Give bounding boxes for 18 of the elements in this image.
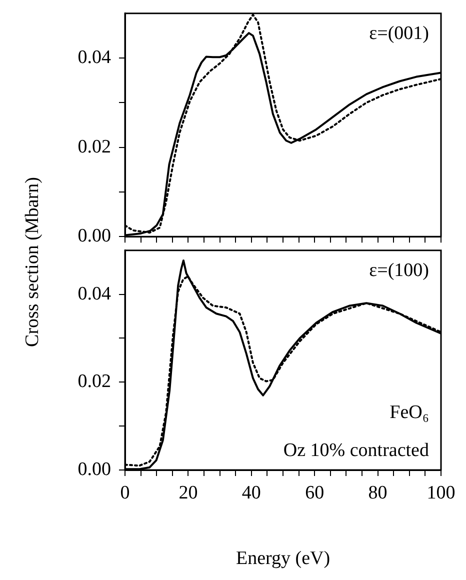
x-tick-label: 60 bbox=[305, 482, 324, 503]
annotation: FeO₆ bbox=[390, 402, 429, 424]
x-tick-label: 20 bbox=[178, 482, 198, 503]
annotation: ε=(100) bbox=[369, 260, 429, 282]
x-tick-label: 100 bbox=[426, 482, 456, 503]
y-tick-label: 0.02 bbox=[78, 136, 111, 157]
x-tick-label: 80 bbox=[368, 482, 388, 503]
y-tick-label: 0.04 bbox=[78, 46, 112, 68]
annotation: Oz 10% contracted bbox=[283, 440, 429, 462]
x-tick-label: 0 bbox=[120, 482, 130, 503]
annotation: ε=(001) bbox=[369, 23, 429, 45]
y-tick-label: 0.02 bbox=[78, 370, 111, 392]
x-axis-title: Energy (eV) bbox=[236, 548, 330, 570]
y-tick-label: 0.00 bbox=[78, 225, 111, 246]
y-axis-title: Cross section (Mbarn) bbox=[22, 177, 44, 347]
y-tick-label: 0.00 bbox=[78, 458, 111, 480]
x-tick-label: 40 bbox=[242, 482, 261, 503]
y-tick-label: 0.04 bbox=[78, 282, 112, 304]
